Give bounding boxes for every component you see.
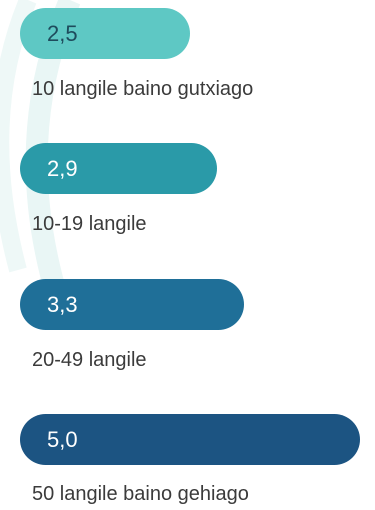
bar-value-label: 5,0 xyxy=(47,426,78,452)
bar-value-label: 2,9 xyxy=(47,155,78,181)
category-label: 20-49 langile xyxy=(32,349,147,371)
bar-value-label: 3,3 xyxy=(47,291,78,317)
bar-3: 3,3 xyxy=(20,279,244,330)
category-label: 10-19 langile xyxy=(32,213,147,235)
bar-1: 2,5 xyxy=(20,8,190,59)
category-label: 10 langile baino gutxiago xyxy=(32,78,254,100)
category-label: 50 langile baino gehiago xyxy=(32,483,249,505)
decorative-arc xyxy=(0,0,37,273)
bar-2: 2,9 xyxy=(20,143,217,194)
bar-4: 5,0 xyxy=(20,414,360,465)
bar-value-label: 2,5 xyxy=(47,20,78,46)
